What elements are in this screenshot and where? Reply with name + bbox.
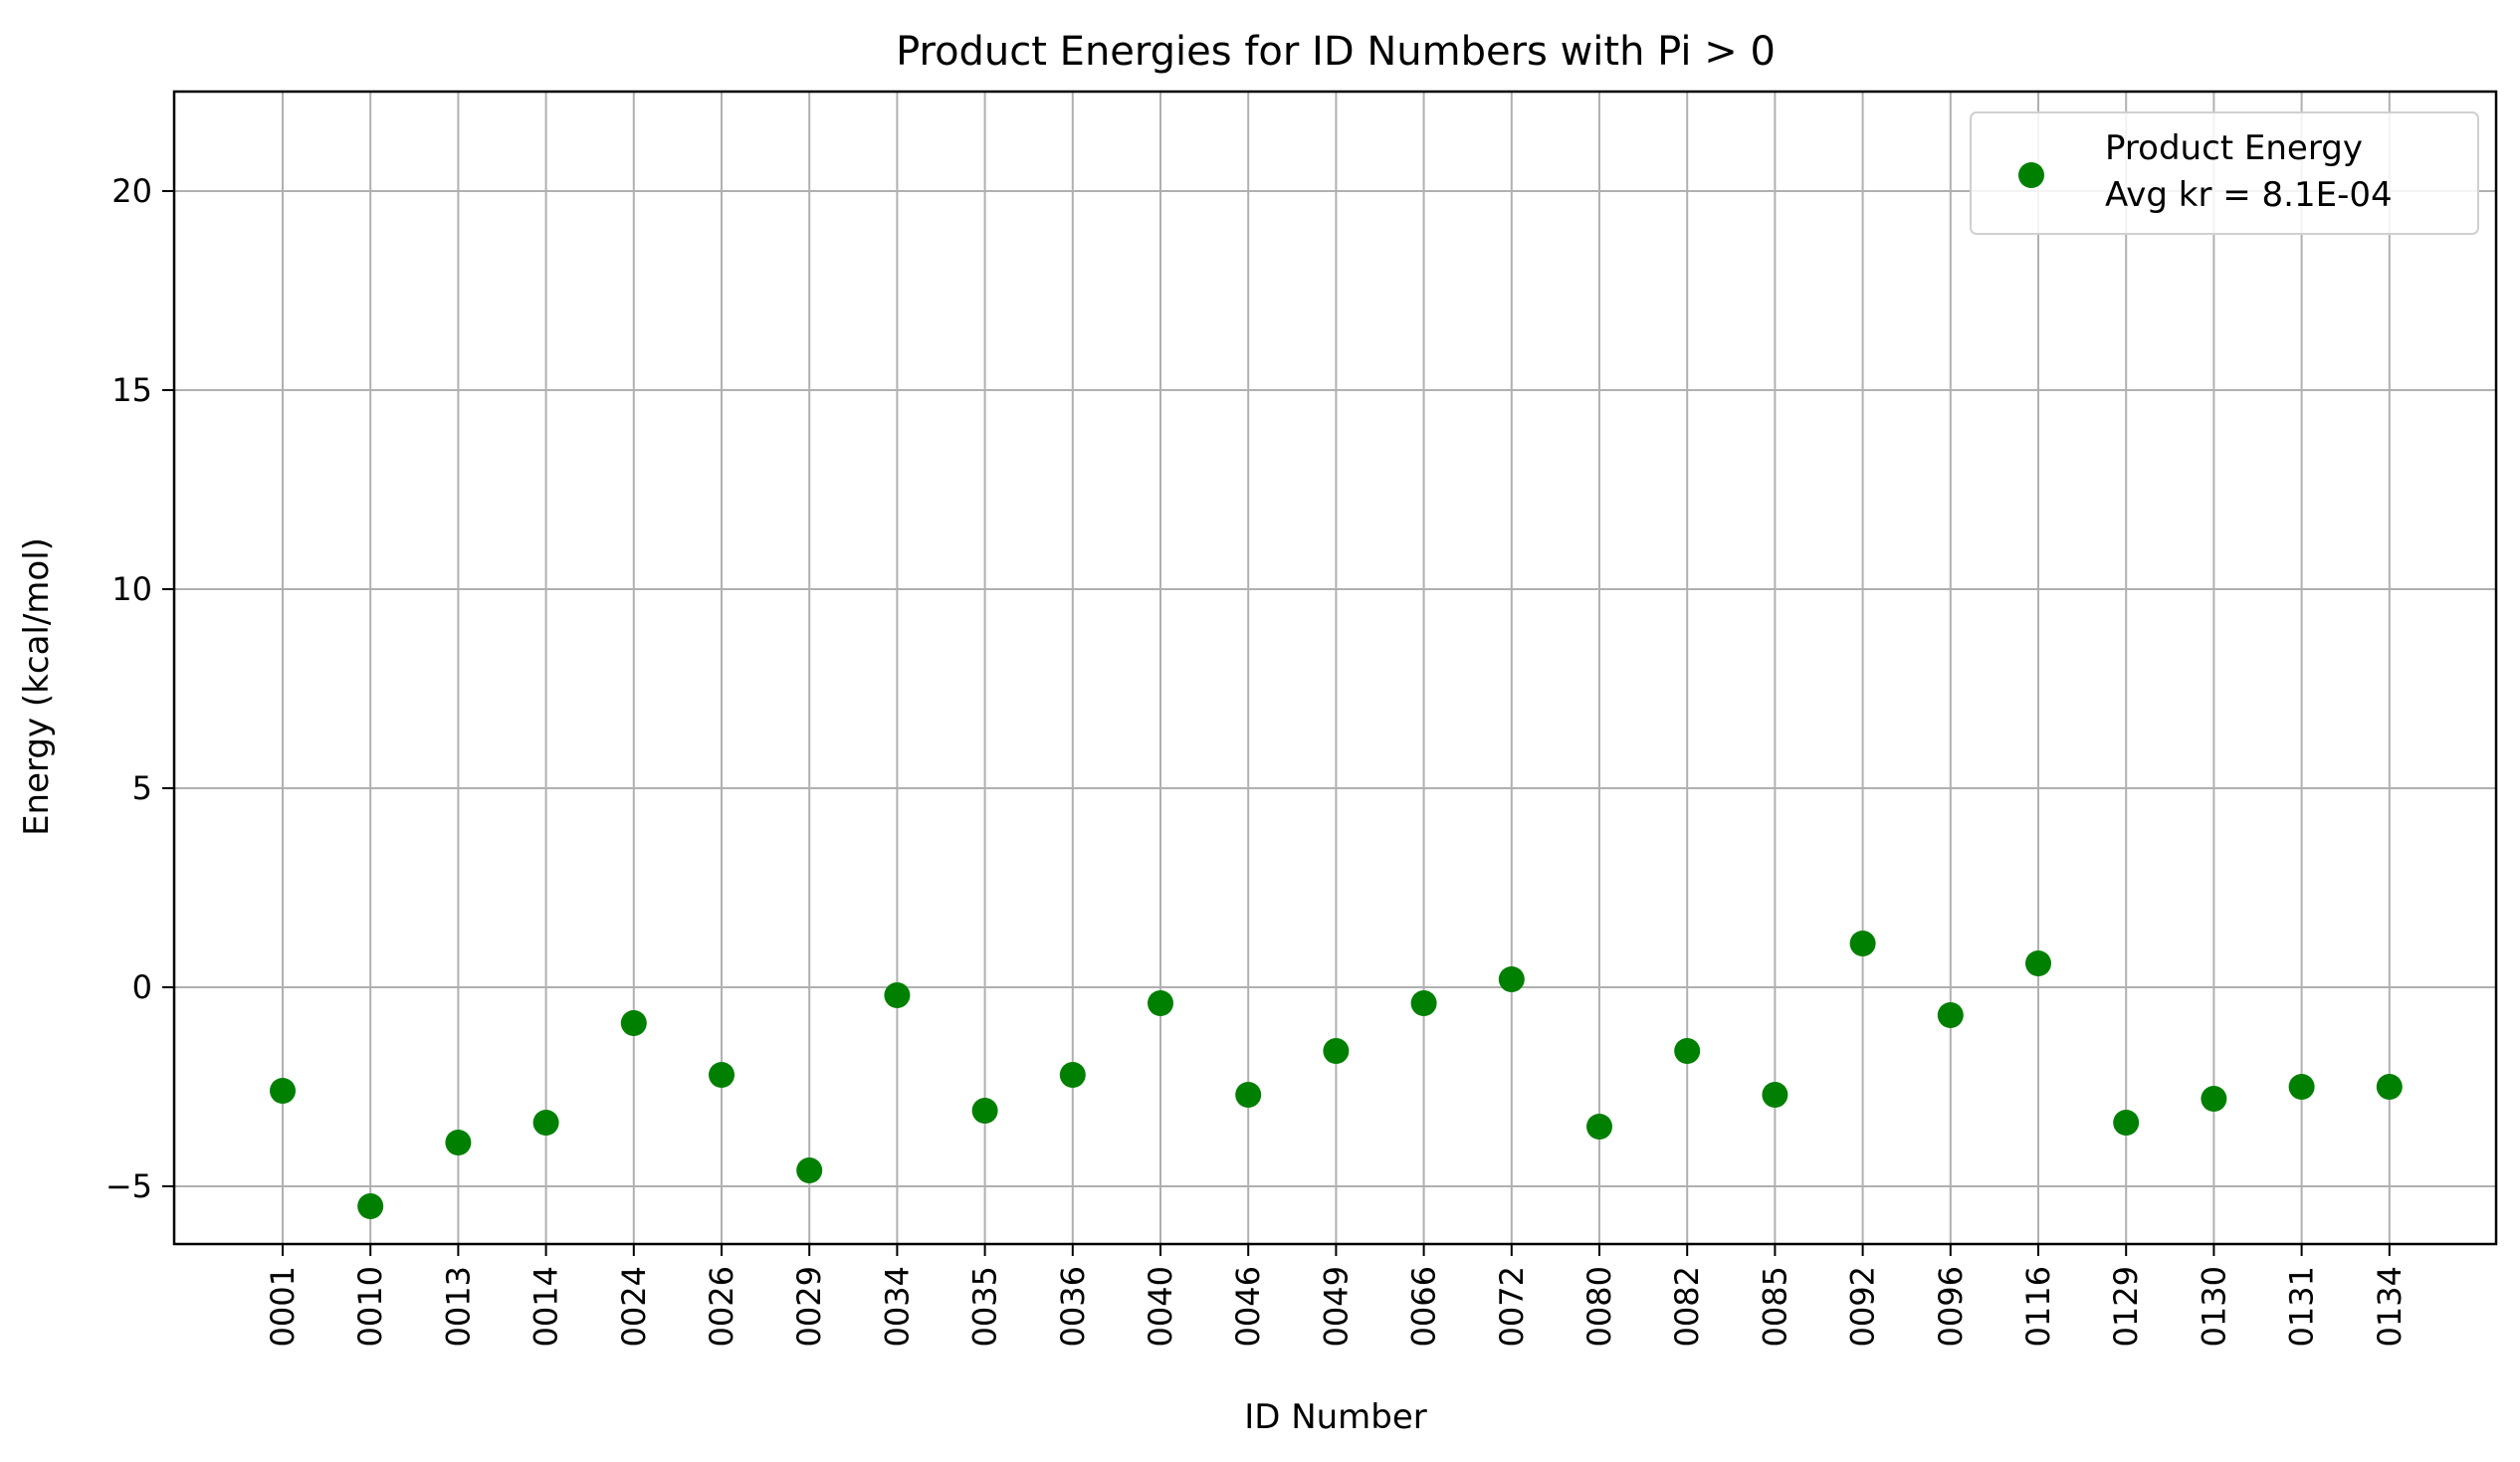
data-point-0001 bbox=[270, 1078, 296, 1104]
data-point-0049 bbox=[1323, 1038, 1350, 1064]
x-tick-label: 0010 bbox=[351, 1266, 389, 1347]
data-point-0134 bbox=[2376, 1074, 2403, 1100]
data-point-0092 bbox=[1849, 931, 1876, 956]
x-tick-label: 0072 bbox=[1493, 1266, 1531, 1347]
y-tick-label: 15 bbox=[111, 371, 152, 409]
x-tick-label: 0035 bbox=[966, 1266, 1004, 1347]
x-tick-label: 0024 bbox=[615, 1266, 653, 1347]
x-tick-label: 0080 bbox=[1580, 1266, 1618, 1347]
x-tick-label: 0001 bbox=[264, 1266, 302, 1347]
x-tick-label: 0014 bbox=[527, 1266, 565, 1347]
x-tick-label: 0034 bbox=[878, 1266, 916, 1347]
x-tick-label: 0082 bbox=[1668, 1266, 1706, 1347]
legend-label-line-2: Avg kr = 8.1E-04 bbox=[2105, 175, 2393, 215]
x-tick-label: 0116 bbox=[2019, 1266, 2057, 1347]
y-tick-label: 20 bbox=[111, 172, 152, 210]
data-point-0013 bbox=[445, 1130, 472, 1155]
x-tick-label: 0134 bbox=[2371, 1266, 2409, 1347]
x-tick-label: 0092 bbox=[1844, 1266, 1882, 1347]
data-point-0010 bbox=[357, 1193, 384, 1219]
data-point-0026 bbox=[709, 1062, 735, 1088]
axis-ticks: 0001 0010 0013 0014 0024 0026 0029 0034 0035 0036… bbox=[105, 172, 2409, 1347]
data-point-0024 bbox=[620, 1010, 647, 1036]
data-point-0034 bbox=[884, 982, 911, 1008]
x-tick-label: 0131 bbox=[2283, 1266, 2321, 1347]
data-points bbox=[270, 931, 2403, 1219]
y-tick-label: 10 bbox=[111, 570, 152, 608]
x-tick-label: 0046 bbox=[1229, 1266, 1267, 1347]
y-axis-label: Energy (kcal/mol) bbox=[17, 537, 57, 836]
x-tick-label: 0066 bbox=[1405, 1266, 1443, 1347]
data-point-0035 bbox=[971, 1098, 998, 1124]
data-point-0072 bbox=[1498, 966, 1525, 992]
y-tick-label: −5 bbox=[105, 1167, 152, 1205]
data-point-0116 bbox=[2025, 950, 2051, 976]
x-tick-label: 0049 bbox=[1317, 1266, 1355, 1347]
x-tick-label: 0040 bbox=[1142, 1266, 1179, 1347]
x-axis-label: ID Number bbox=[1244, 1397, 1427, 1437]
data-point-0046 bbox=[1235, 1082, 1262, 1108]
data-point-0080 bbox=[1586, 1114, 1612, 1140]
data-point-0082 bbox=[1674, 1038, 1701, 1064]
x-tick-label: 0129 bbox=[2107, 1266, 2145, 1347]
chart-title: Product Energies for ID Numbers with Pi … bbox=[896, 29, 1776, 75]
data-point-0096 bbox=[1937, 1002, 1964, 1028]
y-tick-label: 0 bbox=[132, 968, 152, 1006]
x-tick-label: 0013 bbox=[439, 1266, 477, 1347]
grid bbox=[174, 92, 2496, 1244]
data-point-0130 bbox=[2201, 1086, 2227, 1112]
legend-label-line-1: Product Energy bbox=[2105, 128, 2363, 168]
x-tick-label: 0026 bbox=[703, 1266, 740, 1347]
legend-box bbox=[1970, 111, 2479, 235]
data-point-0036 bbox=[1059, 1062, 1086, 1088]
data-point-0014 bbox=[532, 1110, 559, 1136]
data-point-0066 bbox=[1410, 990, 1437, 1016]
data-point-0131 bbox=[2288, 1074, 2315, 1100]
x-tick-label: 0029 bbox=[790, 1266, 828, 1347]
data-point-0040 bbox=[1148, 990, 1173, 1016]
x-tick-label: 0085 bbox=[1756, 1266, 1793, 1347]
data-point-0085 bbox=[1762, 1082, 1788, 1108]
data-point-0029 bbox=[796, 1157, 823, 1183]
legend-marker bbox=[2018, 162, 2044, 188]
legend: Product Energy Avg kr = 8.1E-04 bbox=[1970, 111, 2479, 235]
y-tick-label: 5 bbox=[132, 769, 152, 807]
data-point-0129 bbox=[2113, 1110, 2140, 1136]
x-tick-label: 0036 bbox=[1054, 1266, 1092, 1347]
x-tick-label: 0130 bbox=[2195, 1266, 2232, 1347]
x-tick-label: 0096 bbox=[1932, 1266, 1970, 1347]
